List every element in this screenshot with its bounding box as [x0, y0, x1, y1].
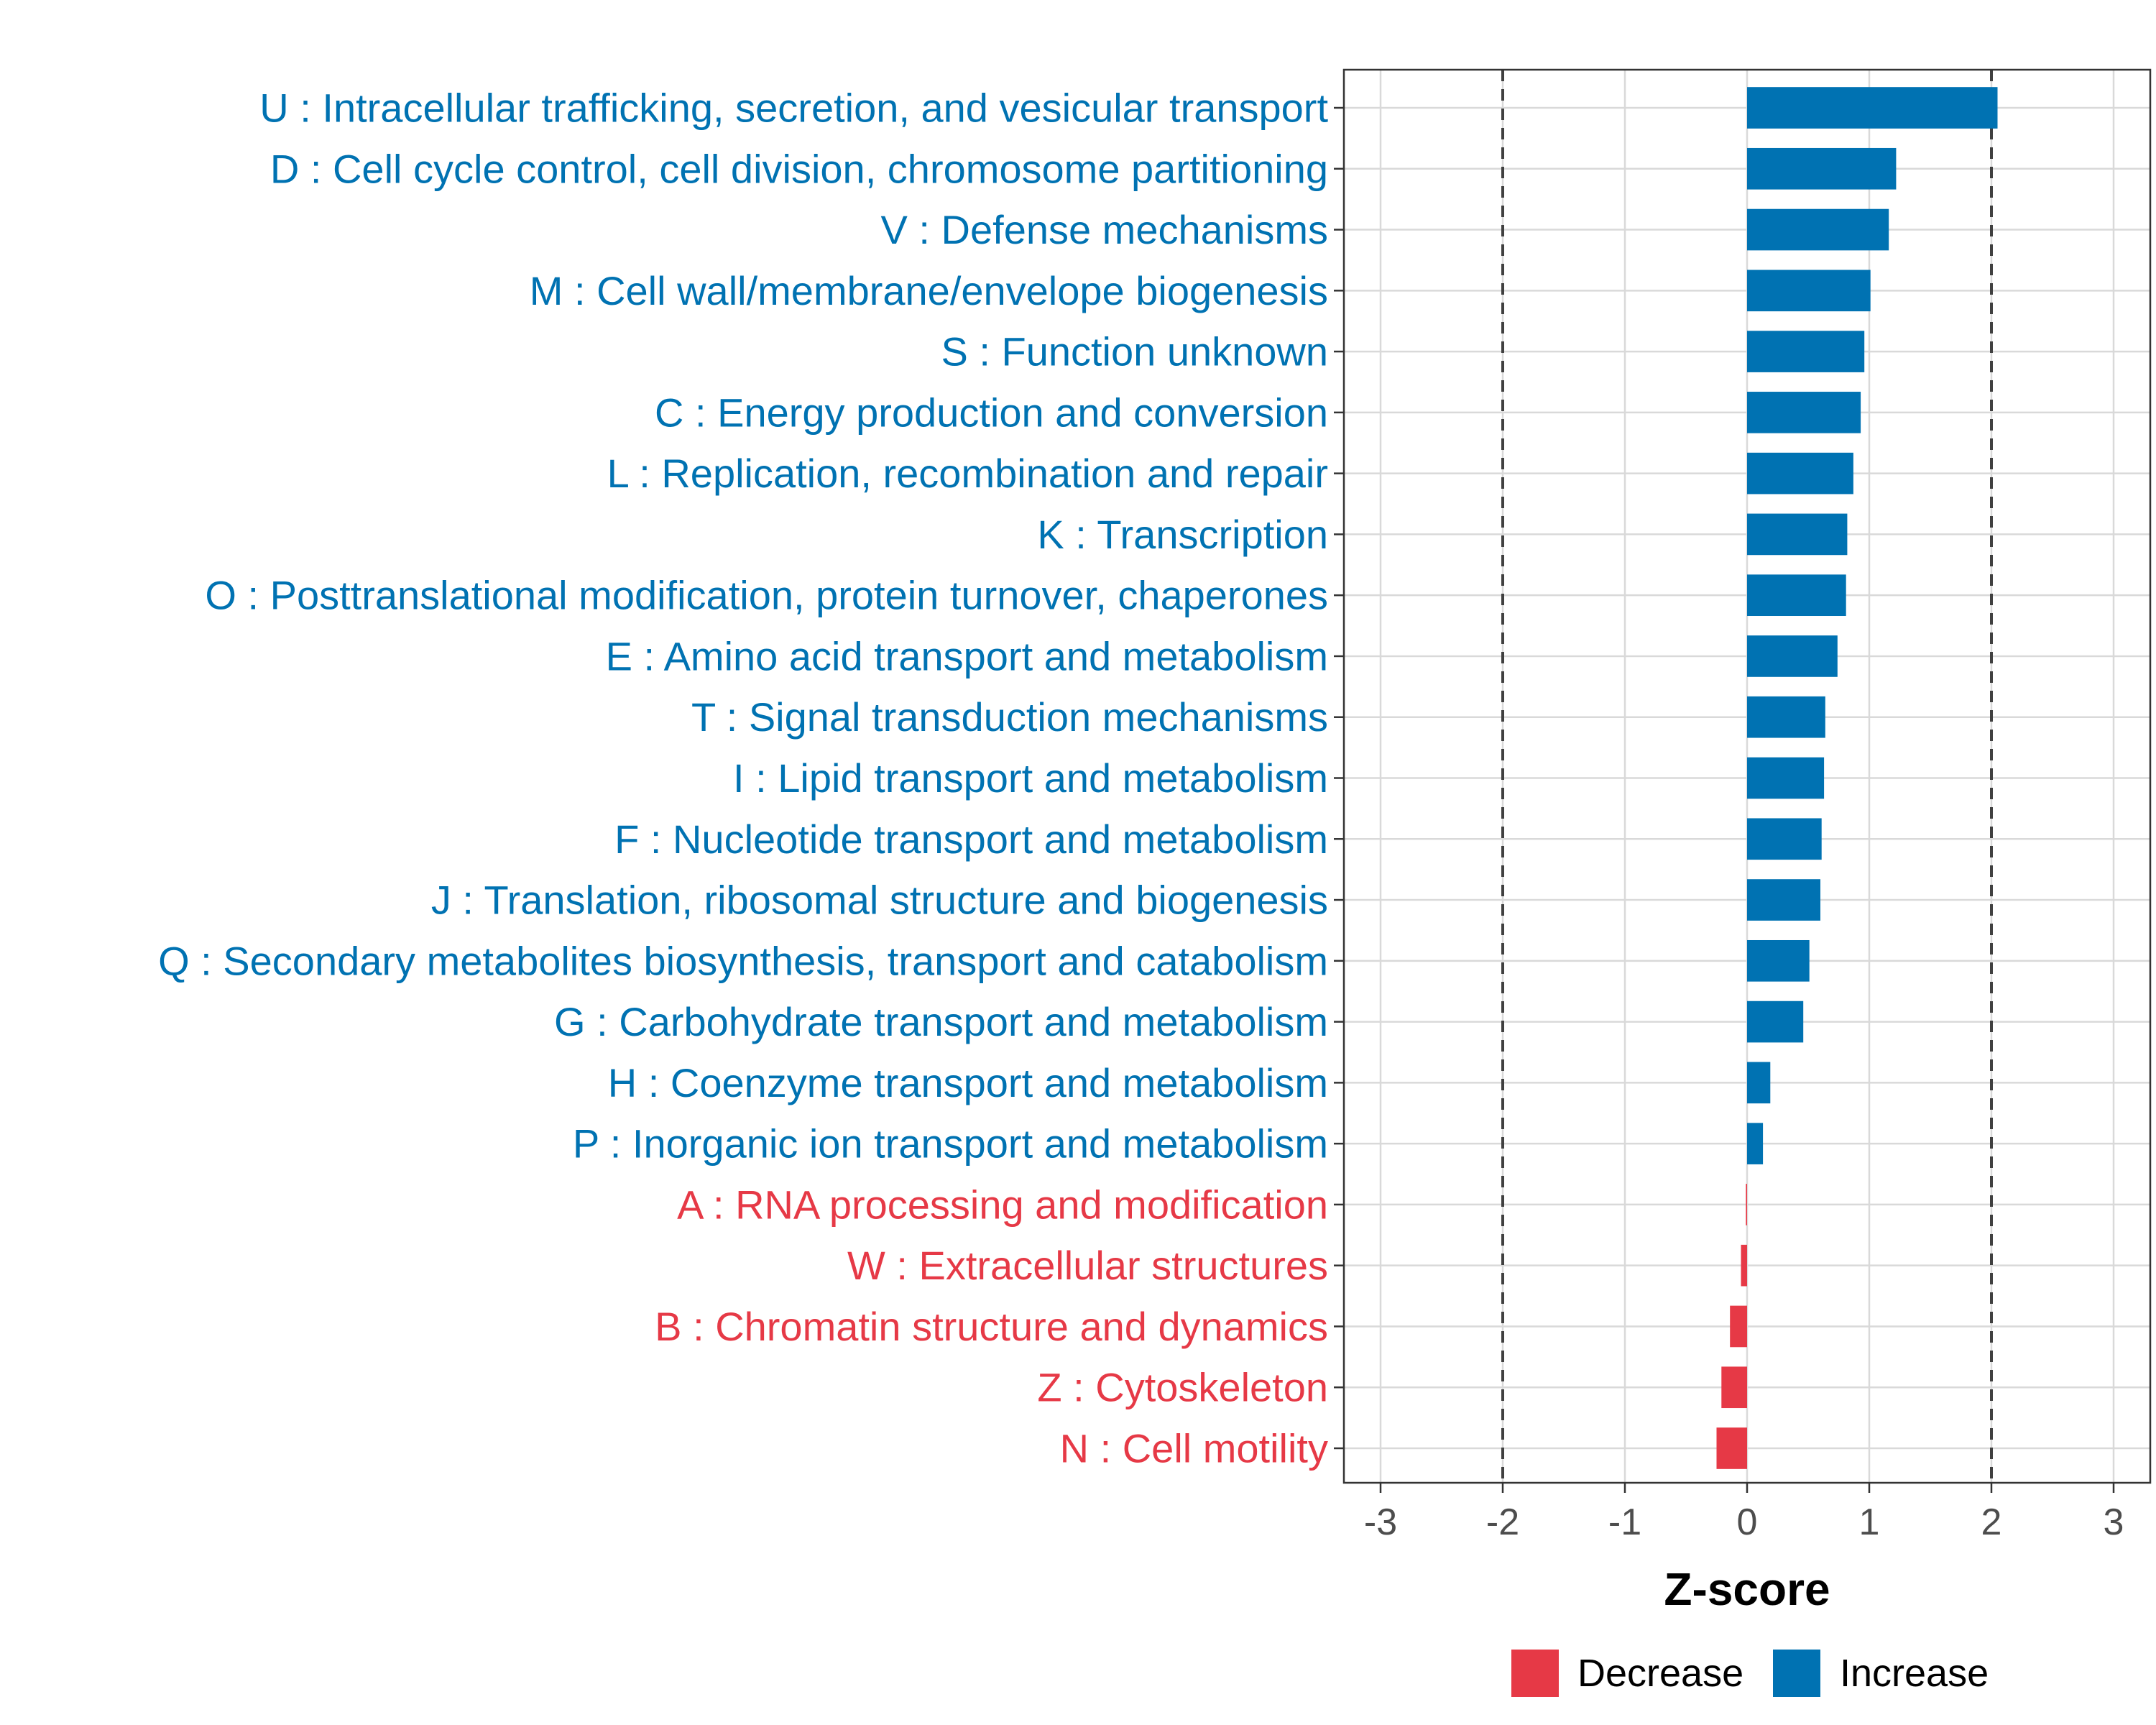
category-label-12: F : Nucleotide transport and metabolism	[614, 816, 1328, 862]
x-tick-label-5: 2	[1981, 1501, 2002, 1543]
bar-12	[1747, 818, 1822, 860]
category-label-2: V : Defense mechanisms	[881, 207, 1328, 252]
bar-7	[1747, 513, 1848, 556]
bars	[1716, 87, 1998, 1469]
bar-16	[1747, 1062, 1771, 1104]
x-tick-label-2: -1	[1608, 1501, 1641, 1543]
category-label-18: A : RNA processing and modification	[677, 1182, 1328, 1227]
bar-14	[1747, 939, 1810, 982]
bar-13	[1747, 879, 1820, 921]
category-label-1: D : Cell cycle control, cell division, c…	[270, 146, 1328, 191]
bar-2	[1747, 208, 1889, 251]
bar-17	[1747, 1123, 1764, 1164]
category-label-14: Q : Secondary metabolites biosynthesis, …	[158, 938, 1328, 983]
category-label-22: N : Cell motility	[1060, 1426, 1328, 1471]
bar-10	[1747, 696, 1825, 738]
category-label-20: B : Chromatin structure and dynamics	[655, 1304, 1328, 1349]
category-label-8: O : Posttranslational modification, prot…	[205, 573, 1328, 618]
bar-1	[1747, 147, 1897, 190]
bar-9	[1747, 635, 1838, 677]
reference-lines	[1501, 70, 1993, 1483]
bar-19	[1741, 1244, 1747, 1287]
category-label-7: K : Transcription	[1037, 512, 1328, 557]
category-label-16: H : Coenzyme transport and metabolism	[608, 1060, 1328, 1105]
bar-15	[1747, 1000, 1804, 1043]
bar-22	[1716, 1427, 1747, 1469]
bar-0	[1747, 87, 1998, 129]
legend-key-increase	[1773, 1650, 1820, 1697]
bar-4	[1747, 331, 1865, 372]
x-axis-title: Z-score	[1664, 1563, 1830, 1615]
legend-label-decrease: Decrease	[1577, 1652, 1743, 1695]
category-label-5: C : Energy production and conversion	[655, 390, 1328, 435]
legend-label-increase: Increase	[1840, 1652, 1989, 1695]
legend: Decrease Increase	[1511, 1650, 1989, 1697]
category-label-11: I : Lipid transport and metabolism	[733, 755, 1328, 801]
bar-8	[1747, 574, 1846, 617]
category-label-6: L : Replication, recombination and repai…	[607, 451, 1328, 496]
category-label-9: E : Amino acid transport and metabolism	[606, 633, 1328, 678]
x-tick-labels: -3 -2 -1 0 1 2 3	[1364, 1501, 2124, 1543]
x-tick-label-6: 3	[2104, 1501, 2124, 1543]
bar-20	[1730, 1305, 1747, 1348]
category-label-17: P : Inorganic ion transport and metaboli…	[573, 1121, 1328, 1167]
legend-key-decrease	[1511, 1650, 1559, 1697]
x-tick-label-0: -3	[1364, 1501, 1397, 1543]
category-label-0: U : Intracellular trafficking, secretion…	[259, 86, 1328, 131]
bar-3	[1747, 270, 1871, 312]
category-label-3: M : Cell wall/membrane/envelope biogenes…	[530, 268, 1328, 313]
bar-21	[1721, 1366, 1747, 1409]
x-tick-label-4: 1	[1859, 1501, 1880, 1543]
category-label-4: S : Function unknown	[941, 329, 1328, 374]
bar-18	[1746, 1184, 1747, 1225]
category-label-10: T : Signal transduction mechanisms	[691, 694, 1328, 740]
category-label-19: W : Extracellular structures	[847, 1243, 1328, 1288]
bar-11	[1747, 757, 1825, 799]
bar-6	[1747, 452, 1853, 494]
category-label-15: G : Carbohydrate transport and metabolis…	[554, 999, 1328, 1044]
axis-ticks	[1334, 106, 2115, 1493]
category-label-21: Z : Cytoskeleton	[1037, 1365, 1328, 1410]
category-labels: U : Intracellular trafficking, secretion…	[158, 86, 1328, 1471]
bar-5	[1747, 392, 1861, 433]
category-label-13: J : Translation, ribosomal structure and…	[431, 878, 1328, 923]
x-tick-label-3: 0	[1737, 1501, 1758, 1543]
x-tick-label-1: -2	[1486, 1501, 1519, 1543]
